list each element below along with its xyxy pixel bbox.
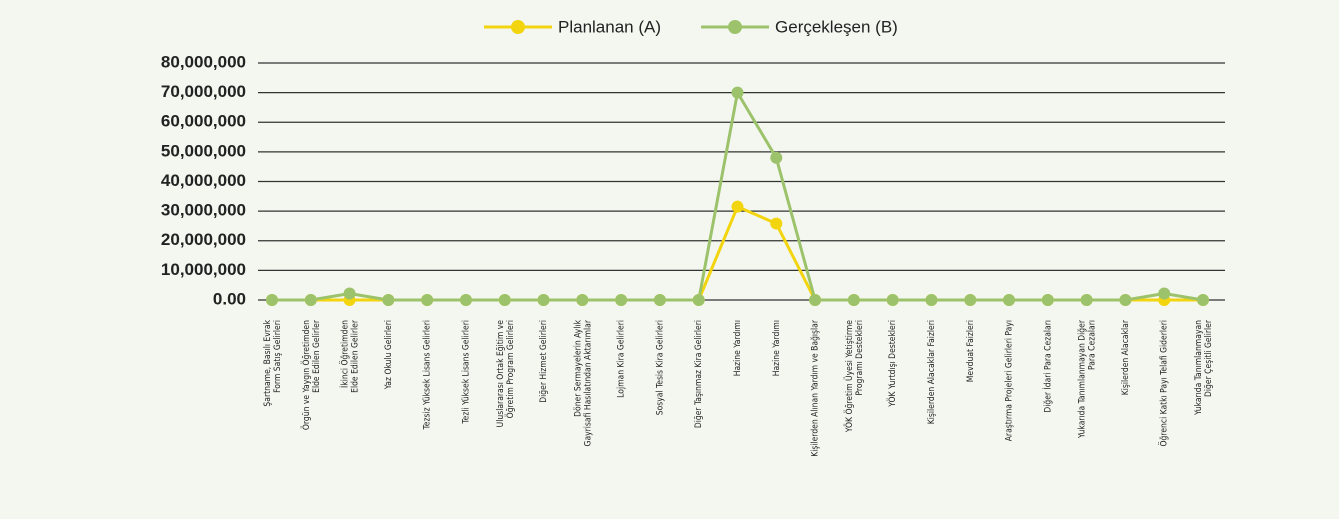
legend-marker <box>728 20 743 34</box>
x-tick: Kişilerden Alacaklar Faizleri <box>927 320 937 424</box>
x-tick: Diğer Taşınmaz Kira Gelirleri <box>694 320 704 428</box>
point <box>1197 294 1209 306</box>
x-tick-label: Yukarıda Tanımlanmayan DiğerPara Cezalar… <box>1077 319 1097 439</box>
legend-label: Planlanan (A) <box>558 17 661 36</box>
x-tick-label: Mevduat Faizleri <box>966 320 976 382</box>
point <box>925 294 938 306</box>
point <box>731 86 744 99</box>
x-tick-label: İkinci ÖğretimdenElde Edilen Gelirler <box>339 319 360 393</box>
x-tick-label: Tezli Yüksek Lisans Gelirleri <box>461 320 471 425</box>
x-tick: Tezli Yüksek Lisans Gelirleri <box>461 320 471 425</box>
x-tick-label: Kişilerden Alacaklar <box>1121 319 1131 395</box>
x-tick: YÖK Yurtdışı Destekleri <box>887 320 898 408</box>
x-tick-label: Örgün ve Yaygın ÖğretimdenElde Edilen Ge… <box>300 319 321 430</box>
y-tick-label: 60,000,000 <box>161 112 246 131</box>
x-tick: Şartname, Basılı EvrakForm Satış Gelirle… <box>263 319 283 406</box>
point <box>343 287 356 300</box>
x-tick-label: Diğer Taşınmaz Kira Gelirleri <box>694 320 704 428</box>
x-tick: Örgün ve Yaygın ÖğretimdenElde Edilen Ge… <box>300 319 321 430</box>
point <box>459 294 472 306</box>
x-tick-label: Yaz Okulu Gelirleri <box>384 320 394 390</box>
y-tick-label: 20,000,000 <box>161 230 246 249</box>
point <box>692 294 705 306</box>
x-tick: Kişilerden Alacaklar <box>1121 319 1131 395</box>
x-tick-label: Tezsiz Yüksek Lisans Gelirleri <box>423 320 433 430</box>
point <box>1003 294 1016 306</box>
x-tick: Hazine Yardımı <box>733 320 743 376</box>
x-tick-label: Sosyal Tesis Kira Gelirleri <box>655 320 665 415</box>
x-tick-label: Kişilerden Alınan Yardım ve Bağışlar <box>811 319 821 457</box>
point <box>731 200 744 213</box>
point <box>1119 294 1132 306</box>
x-tick-label: Yukarıda TanımlanmayanDiğer Çeşitli Geli… <box>1194 319 1214 416</box>
x-tick-label: Diğer Hizmet Gelirleri <box>539 320 549 403</box>
x-tick-label: Diğer İdari Para Cezaları <box>1042 320 1053 413</box>
y-tick-label: 0.00 <box>213 289 246 308</box>
x-tick-label: YÖK Yurtdışı Destekleri <box>887 320 898 408</box>
x-tick-label: Hazine Yardımı <box>733 320 743 376</box>
x-tick: Mevduat Faizleri <box>966 320 976 382</box>
legend-label: Gerçekleşen (B) <box>775 17 898 36</box>
point <box>498 294 511 306</box>
x-tick: Diğer Hizmet Gelirleri <box>539 320 549 403</box>
point <box>964 294 977 306</box>
y-tick-label: 10,000,000 <box>161 260 246 279</box>
point <box>1080 294 1093 306</box>
x-tick: Diğer İdari Para Cezaları <box>1042 320 1053 413</box>
x-tick-label: Lojman Kira Gelirleri <box>617 320 627 398</box>
x-tick-label: Döner Sermayelerin AylıkGayrisafi Hasıla… <box>573 319 593 446</box>
x-tick: Araştırma Projeleri Gelirleri Payı <box>1005 320 1015 441</box>
x-tick: Hazine Yardımı <box>772 320 782 376</box>
x-tick: İkinci ÖğretimdenElde Edilen Gelirler <box>339 319 360 393</box>
point <box>1041 294 1054 306</box>
point <box>770 217 783 230</box>
x-tick-label: Uluslararası Ortak Eğitim veÖğretim Prog… <box>495 320 515 428</box>
x-tick: Yukarıda Tanımlanmayan DiğerPara Cezalar… <box>1077 319 1097 439</box>
y-tick-label: 70,000,000 <box>161 82 246 101</box>
x-tick: Döner Sermayelerin AylıkGayrisafi Hasıla… <box>573 319 593 446</box>
y-tick-label: 40,000,000 <box>161 171 246 190</box>
y-tick-label: 30,000,000 <box>161 201 246 220</box>
x-tick-label: Kişilerden Alacaklar Faizleri <box>927 320 937 424</box>
point <box>537 294 550 306</box>
x-tick-label: YÖK Öğretim Üyesi YetiştirmeProgramı Des… <box>843 320 864 433</box>
point <box>809 294 822 306</box>
x-tick: YÖK Öğretim Üyesi YetiştirmeProgramı Des… <box>843 320 864 433</box>
series-line <box>272 204 1203 302</box>
x-tick: Lojman Kira Gelirleri <box>617 320 627 398</box>
point <box>770 151 783 164</box>
x-tick: Kişilerden Alınan Yardım ve Bağışlar <box>811 319 821 457</box>
point <box>615 294 628 306</box>
series-line <box>272 88 1204 302</box>
x-tick: Uluslararası Ortak Eğitim veÖğretim Prog… <box>495 320 515 428</box>
point <box>304 294 317 306</box>
x-tick-label: Araştırma Projeleri Gelirleri Payı <box>1005 320 1015 441</box>
x-tick: Yaz Okulu Gelirleri <box>384 320 394 390</box>
point <box>421 294 434 306</box>
x-tick: Yukarıda TanımlanmayanDiğer Çeşitli Geli… <box>1194 319 1214 416</box>
x-tick: Öğrenci Katkı Payı Telafi Giderleri <box>1159 320 1170 447</box>
y-tick-label: 50,000,000 <box>161 141 246 160</box>
point <box>653 294 666 306</box>
point <box>886 294 899 306</box>
x-tick-label: Hazine Yardımı <box>772 320 782 376</box>
x-tick: Tezsiz Yüksek Lisans Gelirleri <box>423 320 433 430</box>
x-tick-label: Şartname, Basılı EvrakForm Satış Gelirle… <box>263 319 283 406</box>
y-tick-label: 80,000,000 <box>161 52 246 71</box>
point <box>576 294 589 306</box>
point <box>1158 287 1171 300</box>
point <box>847 294 860 306</box>
point <box>266 294 278 306</box>
point <box>382 294 395 306</box>
legend-marker <box>511 20 525 34</box>
x-tick-label: Öğrenci Katkı Payı Telafi Giderleri <box>1159 320 1170 447</box>
x-tick: Sosyal Tesis Kira Gelirleri <box>655 320 665 415</box>
